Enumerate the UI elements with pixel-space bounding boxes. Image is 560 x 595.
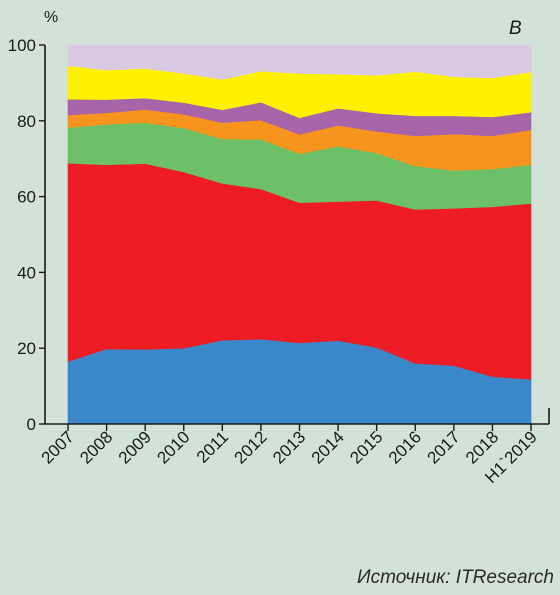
x-tick-label: 2013 xyxy=(269,427,309,467)
area-layers xyxy=(67,44,532,425)
source-note: Источник: ITResearch xyxy=(356,567,554,588)
x-tick-label: 2015 xyxy=(346,427,386,467)
x-tick-label: 2014 xyxy=(308,427,348,467)
x-tick-label: 2007 xyxy=(38,427,78,467)
x-tick-label: 2011 xyxy=(193,427,232,466)
y-tick-label: 80 xyxy=(17,112,36,131)
panel-label: B xyxy=(509,18,522,39)
x-tick-label: 2012 xyxy=(231,427,271,467)
y-tick-label: 20 xyxy=(17,339,36,358)
x-tick-label: 2008 xyxy=(76,427,116,467)
y-axis-unit: % xyxy=(44,9,58,26)
x-tick-label: 2009 xyxy=(115,427,155,467)
x-tick-label: 2017 xyxy=(423,427,463,467)
y-tick-label: 40 xyxy=(17,263,36,282)
x-tick-label: 2010 xyxy=(153,427,193,467)
x-tick-label: 2016 xyxy=(385,427,425,467)
y-tick-label: 60 xyxy=(17,188,36,207)
area-series-7 xyxy=(67,44,532,80)
y-tick-label: 100 xyxy=(8,36,36,55)
y-tick-label: 0 xyxy=(27,415,36,434)
